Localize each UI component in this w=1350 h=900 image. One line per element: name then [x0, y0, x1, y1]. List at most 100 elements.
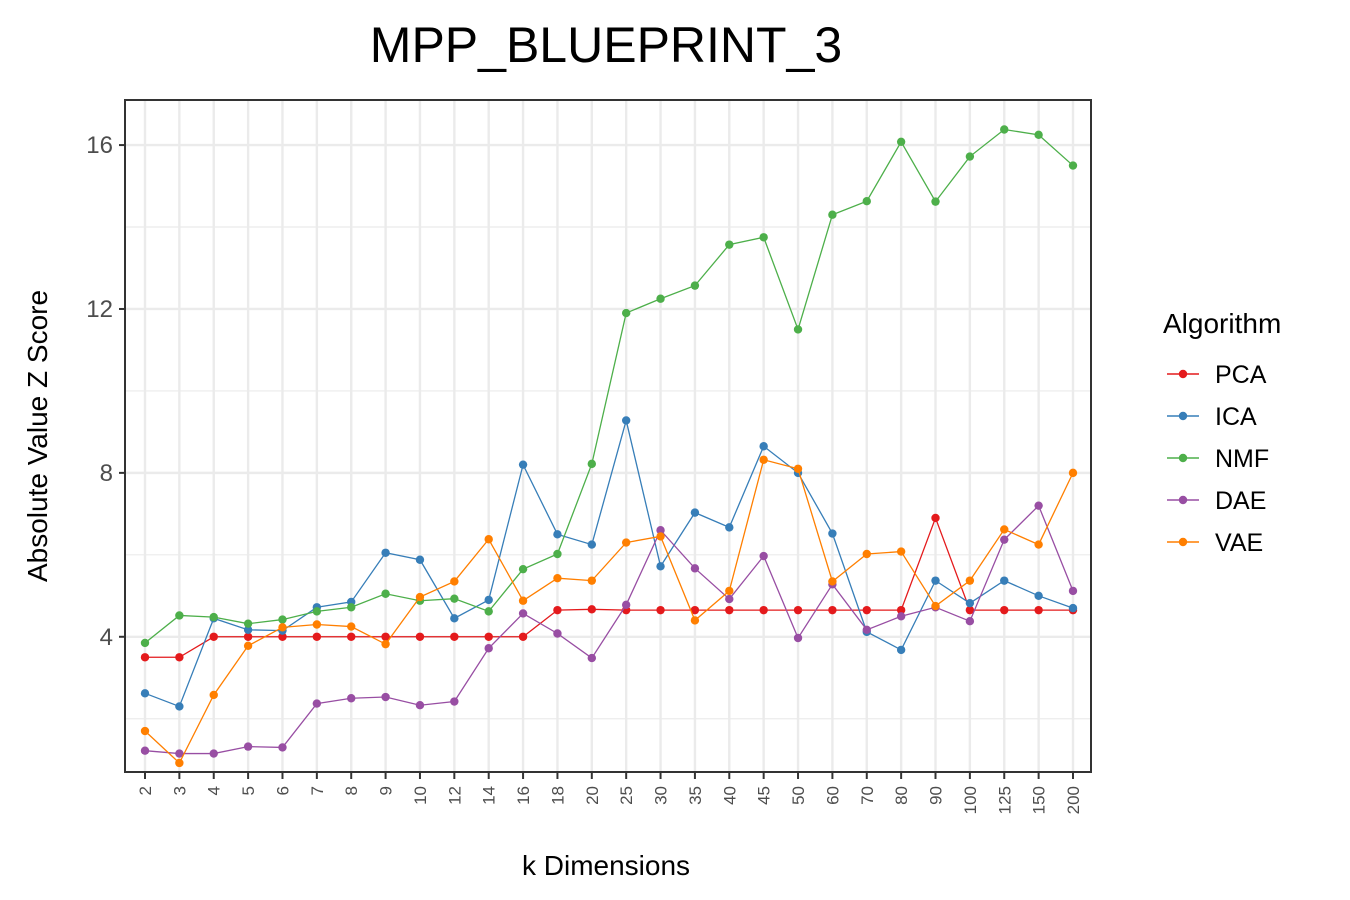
data-point-pca [243, 632, 253, 641]
legend-key-point [1178, 369, 1188, 379]
data-point-dae [415, 701, 425, 710]
data-point-nmf [484, 607, 493, 616]
data-point-dae [587, 653, 597, 663]
data-point-nmf [931, 197, 940, 206]
data-point-ica [587, 540, 597, 549]
data-point-ica [484, 595, 493, 605]
data-point-nmf [793, 325, 803, 334]
x-axis: 2 3 4 5 6 7 8 9 10 12 14 16 18 20 25 30 35 40 45 50 60 70 80 90… [136, 772, 1083, 814]
data-point-dae [553, 629, 562, 638]
series-vae [140, 455, 1078, 768]
data-point-pca [450, 632, 459, 641]
x-tick-label: 7 [308, 786, 327, 795]
data-point-vae [140, 726, 150, 736]
data-point-ica [690, 508, 700, 517]
data-point-dae [793, 633, 803, 643]
data-point-pca [140, 653, 150, 662]
data-point-ica [725, 523, 734, 532]
data-point-vae [725, 586, 734, 596]
plot-panel-background [125, 100, 1091, 772]
data-point-pca [1000, 605, 1009, 615]
data-point-ica [759, 442, 768, 451]
data-point-pca [484, 632, 493, 641]
data-point-dae [312, 699, 322, 708]
data-point-pca [347, 632, 356, 641]
data-point-vae [759, 455, 768, 464]
data-point-nmf [278, 615, 287, 624]
data-point-nmf [1000, 125, 1009, 134]
legend-title: Algorithm [1163, 308, 1281, 339]
x-tick-label: 90 [927, 786, 946, 805]
data-point-ica [965, 598, 975, 608]
data-point-nmf [828, 210, 837, 219]
series-line-dae [144, 504, 1074, 755]
legend-label: VAE [1215, 529, 1263, 557]
series-line-ica [144, 420, 1074, 708]
series-lines [140, 125, 1078, 768]
data-point-pca [518, 632, 528, 641]
x-tick-label: 16 [514, 786, 533, 805]
data-point-ica [381, 548, 390, 557]
data-point-dae [484, 644, 493, 653]
data-point-nmf [450, 594, 459, 603]
x-tick-label: 9 [377, 786, 396, 795]
legend-item-vae: VAE [1167, 529, 1263, 557]
data-point-dae [862, 625, 871, 635]
x-tick-label: 3 [170, 786, 189, 795]
y-tick-label: 4 [100, 624, 113, 651]
data-point-dae [1034, 501, 1043, 510]
legend-label: NMF [1215, 445, 1269, 473]
data-point-ica [243, 625, 253, 635]
y-tick-label: 12 [86, 296, 113, 323]
data-point-ica [140, 689, 150, 698]
data-point-vae [656, 532, 665, 541]
data-point-vae [896, 547, 906, 556]
data-point-dae [965, 617, 975, 626]
series-ica [140, 416, 1078, 711]
data-point-ica [518, 460, 528, 469]
x-tick-label: 4 [205, 786, 224, 795]
legend-item-pca: PCA [1167, 361, 1267, 389]
grid-lines [125, 100, 1091, 772]
data-point-pca [896, 605, 906, 615]
legend-label: DAE [1215, 487, 1266, 515]
data-point-nmf [381, 589, 390, 598]
series-line-vae [144, 458, 1074, 765]
data-point-vae [965, 576, 975, 585]
data-point-pca [828, 605, 837, 615]
plot-panel-border [124, 99, 1092, 773]
data-point-pca [278, 632, 287, 641]
data-point-ica [175, 702, 184, 711]
data-point-nmf [725, 240, 734, 249]
x-tick-label: 70 [858, 786, 877, 805]
data-point-pca [415, 632, 425, 641]
data-point-dae [175, 749, 184, 758]
data-point-pca [312, 632, 322, 641]
data-point-dae [896, 612, 906, 621]
data-point-ica [553, 530, 562, 539]
series-pca [140, 513, 1078, 662]
data-point-pca [175, 653, 184, 662]
data-point-nmf [656, 294, 665, 303]
legend: Algorithm PCA ICA NMF DAE VAE [1163, 308, 1281, 557]
data-point-nmf [175, 611, 184, 620]
x-tick-label: 25 [617, 786, 636, 805]
data-point-pca [209, 632, 218, 641]
data-point-nmf [1068, 161, 1078, 170]
data-point-vae [621, 538, 631, 547]
x-tick-label: 18 [548, 786, 567, 805]
data-point-nmf [243, 619, 253, 628]
data-point-nmf [1034, 130, 1043, 140]
data-point-nmf [896, 137, 906, 146]
data-point-vae [484, 535, 493, 544]
data-point-ica [1068, 603, 1078, 613]
data-point-nmf [140, 638, 150, 648]
legend-label: ICA [1215, 403, 1257, 431]
x-tick-label: 150 [1030, 786, 1049, 814]
data-point-vae [1068, 468, 1078, 478]
x-tick-label: 35 [686, 786, 705, 805]
data-point-dae [209, 749, 218, 758]
chart-title: MPP_BLUEPRINT_3 [370, 17, 842, 73]
data-point-dae [450, 697, 459, 706]
data-point-pca [759, 605, 768, 615]
